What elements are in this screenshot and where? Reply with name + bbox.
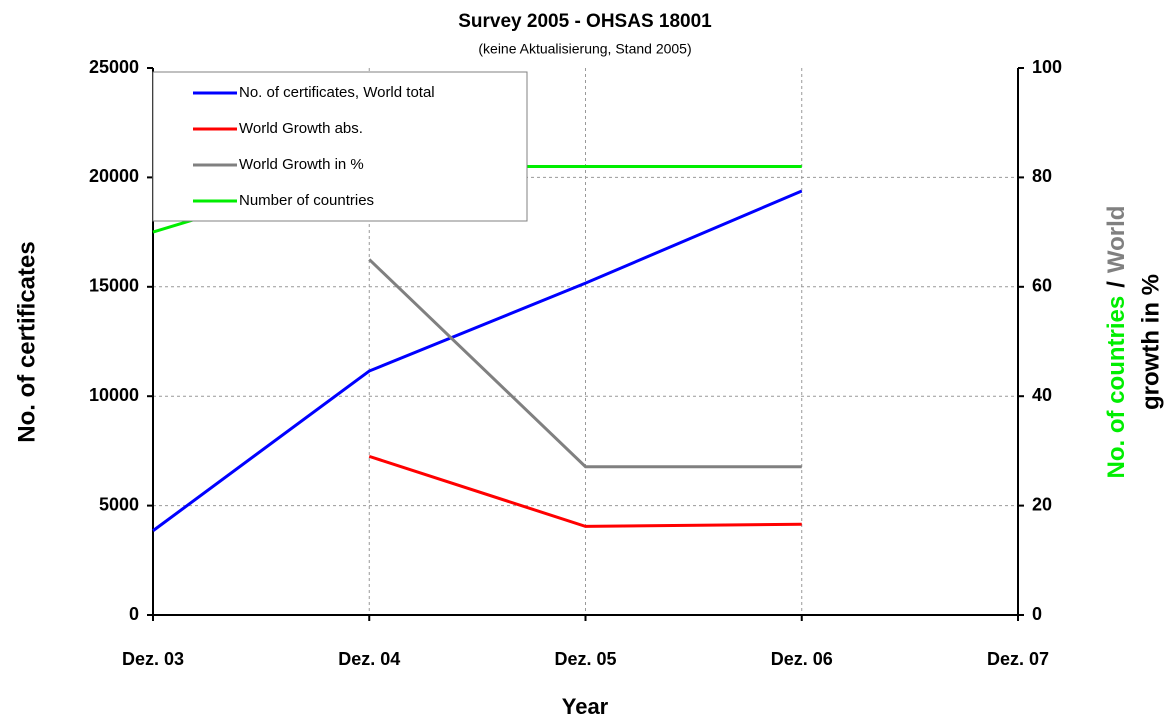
y2-axis-label: growth in % — [1137, 274, 1164, 410]
y2-tick-label: 0 — [1032, 604, 1042, 624]
legend-box — [152, 71, 528, 222]
series-line — [368, 258, 802, 469]
x-tick-label: Dez. 06 — [771, 649, 833, 669]
y2-tick-label: 80 — [1032, 166, 1052, 186]
y2-axis-label-part: World — [1103, 206, 1130, 274]
y2-axis-label-part: No. of countries — [1103, 296, 1130, 479]
y-tick-label: 5000 — [99, 494, 139, 514]
legend: No. of certificates, World total World Gr… — [152, 71, 528, 222]
x-tick-label: Dez. 05 — [554, 649, 616, 669]
y2-tick-label: 100 — [1032, 57, 1062, 77]
y-tick-label: 25000 — [89, 57, 139, 77]
x-tick-label: Dez. 07 — [987, 649, 1049, 669]
y2-axis-label-part: / — [1103, 281, 1130, 288]
x-tick-label: Dez. 04 — [338, 649, 400, 669]
legend-label: Number of countries — [239, 192, 374, 209]
y2-axis-label: No. of countries / World — [1103, 206, 1130, 479]
legend-label: World Growth in % — [239, 156, 364, 173]
y-tick-label: 20000 — [89, 166, 139, 186]
series-line — [152, 189, 803, 532]
x-tick-label: Dez. 03 — [122, 649, 184, 669]
y-axis-label: No. of certificates — [13, 241, 40, 442]
legend-label: World Growth abs. — [239, 120, 363, 137]
y-tick-label: 10000 — [89, 385, 139, 405]
y2-tick-label: 20 — [1032, 494, 1052, 514]
x-axis-label: Year — [562, 694, 609, 719]
y2-tick-label: 60 — [1032, 276, 1052, 296]
series-line — [368, 454, 802, 528]
chart-subtitle: (keine Aktualisierung, Stand 2005) — [478, 41, 691, 57]
y2-tick-label: 40 — [1032, 385, 1052, 405]
y-tick-label: 0 — [129, 604, 139, 624]
legend-label: No. of certificates, World total — [239, 84, 435, 101]
chart-title: Survey 2005 - OHSAS 18001 — [458, 11, 712, 32]
y-tick-label: 15000 — [89, 276, 139, 296]
